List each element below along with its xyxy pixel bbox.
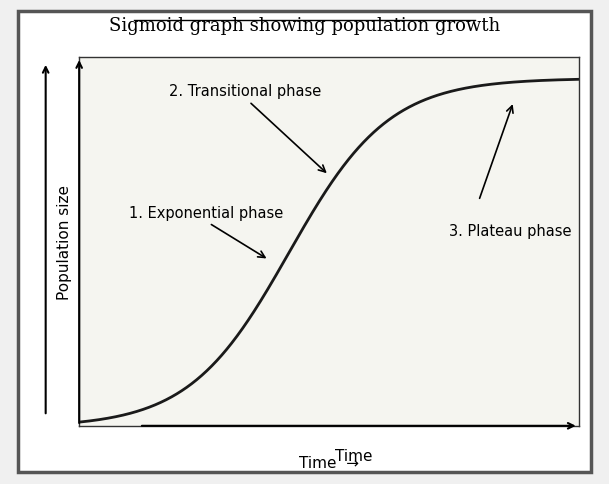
Text: 1. Exponential phase: 1. Exponential phase [129, 205, 283, 220]
FancyBboxPatch shape [18, 12, 591, 472]
Text: Time: Time [335, 448, 373, 463]
Y-axis label: Population size: Population size [57, 184, 72, 300]
Text: 2. Transitional phase: 2. Transitional phase [169, 84, 322, 99]
Text: 3. Plateau phase: 3. Plateau phase [449, 224, 571, 239]
Text: Sigmoid graph showing population growth: Sigmoid graph showing population growth [109, 17, 500, 35]
Text: Time  →: Time → [299, 455, 359, 469]
